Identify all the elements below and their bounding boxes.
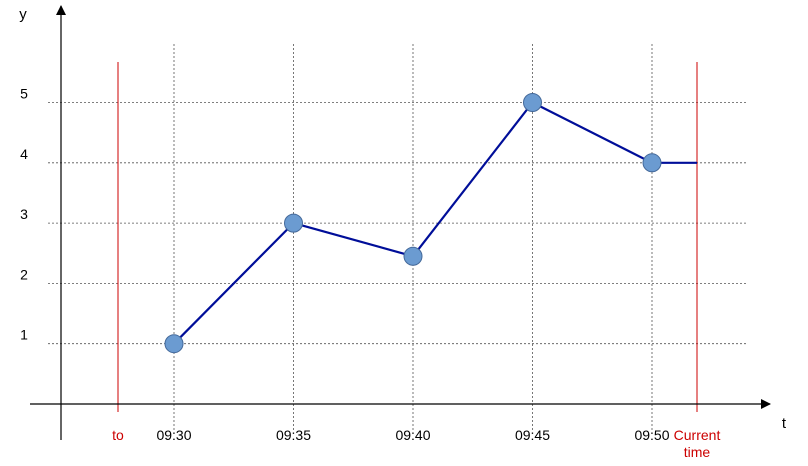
data-point bbox=[403, 246, 423, 266]
reference-label-to: to bbox=[112, 427, 124, 443]
data-point bbox=[284, 213, 303, 233]
x-tick-label: 09:45 bbox=[515, 427, 550, 443]
data-point bbox=[164, 334, 184, 354]
grid bbox=[48, 44, 748, 432]
data-point bbox=[523, 93, 542, 112]
tick-labels: 1 2 3 4 5 09:30 09:35 09:40 09:45 09:50 bbox=[20, 86, 670, 444]
axes: y t bbox=[19, 5, 787, 440]
x-tick-label: 09:30 bbox=[156, 427, 191, 443]
y-tick-label: 1 bbox=[20, 327, 28, 343]
x-tick-label: 09:35 bbox=[276, 427, 311, 443]
reference-label-current-time: time bbox=[684, 444, 711, 460]
x-tick-label: 09:40 bbox=[395, 427, 430, 443]
data-point bbox=[642, 153, 662, 173]
y-tick-label: 3 bbox=[20, 206, 28, 222]
x-axis-label: t bbox=[782, 415, 787, 432]
y-tick-label: 4 bbox=[20, 146, 28, 162]
x-tick-label: 09:50 bbox=[634, 427, 669, 443]
y-tick-label: 2 bbox=[20, 266, 28, 282]
y-axis-label: y bbox=[19, 6, 27, 23]
series bbox=[164, 93, 697, 354]
y-tick-label: 5 bbox=[20, 86, 28, 102]
reference-label-current-time: Current bbox=[674, 427, 721, 443]
